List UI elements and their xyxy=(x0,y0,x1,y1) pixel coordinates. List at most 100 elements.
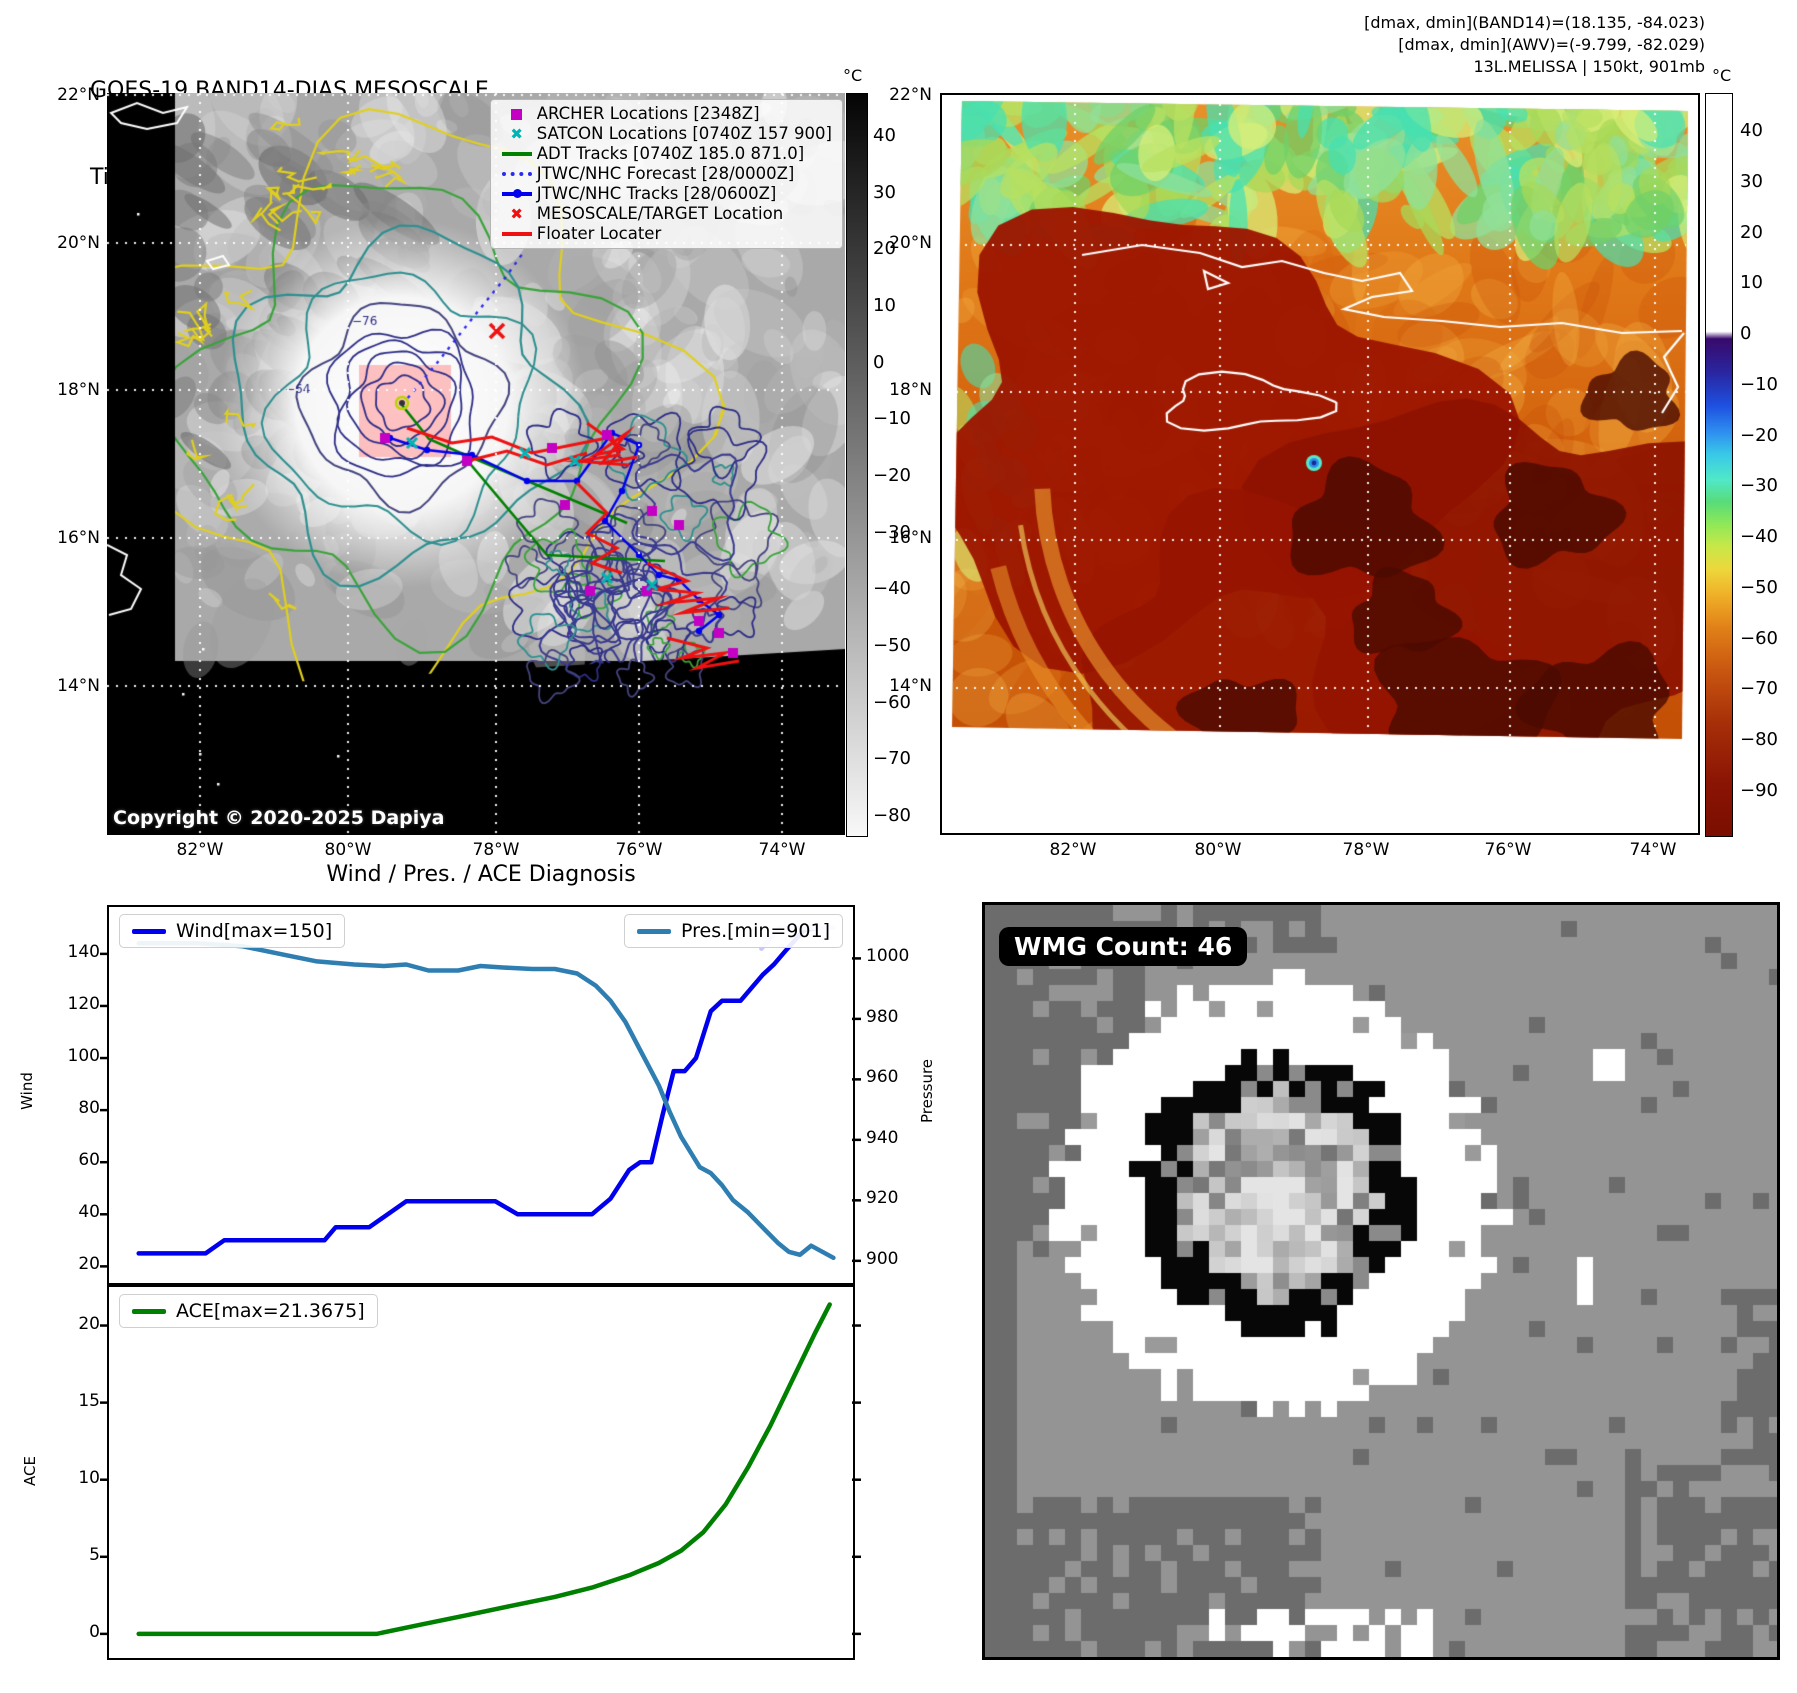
awv-lat-tick: 14°N xyxy=(889,676,932,696)
pressure-ytick-label: 960 xyxy=(866,1067,899,1088)
pressure-legend: Pres.[min=901] xyxy=(624,914,843,948)
awv-lat-tick: 22°N xyxy=(889,85,932,105)
x-marker-icon: ✖ xyxy=(510,124,523,143)
awv-header-line1: [dmax, dmin](BAND14)=(18.135, -84.023) xyxy=(1364,13,1705,32)
band14-lat-tick: 20°N xyxy=(57,233,100,253)
chart-series-line xyxy=(136,1302,832,1637)
band14-colorbar-tick: −60 xyxy=(873,691,911,713)
pressure-ytick-label: 1000 xyxy=(866,946,910,967)
band14-colorbar-tick: 30 xyxy=(873,181,896,203)
awv-colorbar-tick: −10 xyxy=(1740,373,1778,395)
wind-ytick-label: 100 xyxy=(67,1046,100,1067)
awv-lon-tick: 74°W xyxy=(1629,840,1677,860)
awv-colorbar-tick: 10 xyxy=(1740,272,1763,294)
band14-colorbar xyxy=(846,93,868,837)
legend-item: ADT Tracks [0740Z 185.0 871.0] xyxy=(497,144,832,164)
awv-header-line2: [dmax, dmin](AWV)=(-9.799, -82.029) xyxy=(1398,35,1705,54)
band14-colorbar-tick: −30 xyxy=(873,521,911,543)
wind-ytick-label: 120 xyxy=(67,993,100,1014)
band14-lat-tick: 18°N xyxy=(57,380,100,400)
awv-lon-tick: 76°W xyxy=(1484,840,1532,860)
band14-colorbar-unit: °C xyxy=(843,66,863,85)
ace-ytick-label: 5 xyxy=(89,1544,100,1565)
awv-colorbar-tick: −30 xyxy=(1740,475,1778,497)
band14-colorbar-tick: 0 xyxy=(873,351,885,373)
band14-lon-tick: 78°W xyxy=(472,840,520,860)
awv-colorbar-tick: −40 xyxy=(1740,526,1778,548)
ace-chart: ACE[max=21.3675] xyxy=(100,1285,861,1660)
awv-colorbar-tick: 20 xyxy=(1740,221,1763,243)
ace-legend: ACE[max=21.3675] xyxy=(119,1294,378,1328)
awv-colorbar xyxy=(1705,93,1733,837)
band14-colorbar-tick: 10 xyxy=(873,295,896,316)
band14-colorbar-tick: −20 xyxy=(873,465,911,487)
pressure-ytick-label: 940 xyxy=(866,1127,899,1148)
wind-legend: Wind[max=150] xyxy=(119,914,346,948)
awv-header-line3: 13L.MELISSA | 150kt, 901mb xyxy=(1473,57,1705,76)
band14-colorbar-tick: −70 xyxy=(873,748,911,770)
pressure-axis-title: Pressure xyxy=(918,1058,937,1124)
x-marker-icon: ✖ xyxy=(510,204,523,223)
awv-colorbar-tick: −60 xyxy=(1740,627,1778,649)
legend-item: JTWC/NHC Forecast [28/0000Z] xyxy=(497,164,832,184)
band14-colorbar-tick: −10 xyxy=(873,408,911,430)
wind-ytick-label: 60 xyxy=(78,1150,100,1171)
ace-legend-swatch xyxy=(132,1308,166,1314)
band14-colorbar-tick: −80 xyxy=(873,805,911,827)
wmg-panel: WMG Count: 46 xyxy=(982,902,1780,1660)
legend-item: Floater Locater xyxy=(497,224,832,244)
legend-item: ✖ SATCON Locations [0740Z 157 900] xyxy=(497,124,832,144)
wind-axis-title: Wind xyxy=(17,1072,36,1110)
line-dot-marker-icon xyxy=(497,189,537,198)
pressure-legend-label: Pres.[min=901] xyxy=(681,920,830,942)
awv-lat-tick: 18°N xyxy=(889,380,932,400)
wind-legend-label: Wind[max=150] xyxy=(176,920,333,942)
chart-series-line xyxy=(136,941,836,1261)
awv-colorbar-tick: 40 xyxy=(1740,120,1763,141)
awv-lon-tick: 78°W xyxy=(1342,840,1390,860)
awv-map xyxy=(940,93,1700,835)
line-marker-icon xyxy=(497,152,537,156)
band14-lon-tick: 74°W xyxy=(758,840,806,860)
awv-colorbar-tick: 0 xyxy=(1740,323,1752,345)
dotted-marker-icon xyxy=(497,172,537,176)
band14-map-legend: ARCHER Locations [2348Z] ✖ SATCON Location… xyxy=(489,99,843,249)
legend-item-label: ADT Tracks [0740Z 185.0 871.0] xyxy=(536,144,805,163)
legend-item-label: ARCHER Locations [2348Z] xyxy=(536,104,760,123)
pressure-legend-swatch xyxy=(637,928,671,934)
wmg-image xyxy=(985,905,1777,1657)
band14-colorbar-tick: 20 xyxy=(873,238,896,260)
legend-item-label: MESOSCALE/TARGET Location xyxy=(536,204,784,223)
band14-colorbar-tick: −40 xyxy=(873,578,911,600)
awv-map-image xyxy=(942,95,1698,833)
legend-item-label: SATCON Locations [0740Z 157 900] xyxy=(536,124,832,143)
awv-lat-tick: 16°N xyxy=(889,528,932,548)
awv-colorbar-tick: −70 xyxy=(1740,678,1778,700)
pressure-ytick-label: 980 xyxy=(866,1006,899,1027)
ace-ytick-label: 0 xyxy=(89,1621,100,1642)
awv-lon-tick: 80°W xyxy=(1194,840,1242,860)
band14-lat-tick: 14°N xyxy=(57,676,100,696)
awv-lat-tick: 20°N xyxy=(889,233,932,253)
legend-item: ARCHER Locations [2348Z] xyxy=(497,104,832,124)
band14-map: ARCHER Locations [2348Z] ✖ SATCON Location… xyxy=(107,93,845,835)
square-marker-icon xyxy=(497,108,537,120)
chart-series-line xyxy=(136,925,821,1256)
band14-lat-tick: 16°N xyxy=(57,528,100,548)
band14-colorbar-tick: −50 xyxy=(873,635,911,657)
awv-header: [dmax, dmin](BAND14)=(18.135, -84.023) [… xyxy=(1005,12,1705,78)
band14-lon-tick: 82°W xyxy=(176,840,224,860)
line-marker-icon xyxy=(497,232,537,236)
wind-ytick-label: 140 xyxy=(67,941,100,962)
awv-colorbar-tick: −50 xyxy=(1740,576,1778,598)
band14-copyright: Copyright © 2020-2025 Dapiya xyxy=(113,807,445,829)
awv-colorbar-tick: 30 xyxy=(1740,170,1763,192)
awv-colorbar-tick: −90 xyxy=(1740,780,1778,801)
legend-item: ✖ MESOSCALE/TARGET Location xyxy=(497,204,832,224)
pressure-ytick-label: 920 xyxy=(866,1188,899,1209)
band14-lon-tick: 76°W xyxy=(615,840,663,860)
legend-item-label: JTWC/NHC Tracks [28/0600Z] xyxy=(536,184,777,203)
diagnosis-chart-title: Wind / Pres. / ACE Diagnosis xyxy=(326,862,636,887)
band14-colorbar-tick: 40 xyxy=(873,125,896,146)
awv-lon-tick: 82°W xyxy=(1049,840,1097,860)
